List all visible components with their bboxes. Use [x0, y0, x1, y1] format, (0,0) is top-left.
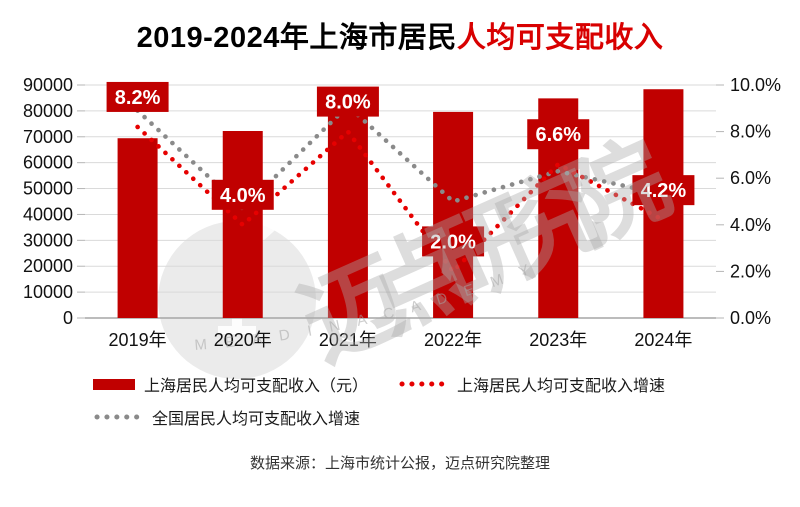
x-axis-label-2022年: 2022年 — [424, 330, 482, 350]
page-title: 2019-2024年上海市居民人均可支配收入 — [0, 14, 800, 56]
growth-callout-label-2019年: 8.2% — [115, 87, 161, 109]
x-axis-label-2019年: 2019年 — [109, 330, 167, 350]
title-red-part: 人均可支配收入 — [456, 22, 664, 54]
y-axis-left-label: 10000 — [23, 282, 73, 302]
growth-callout-box-2021年 — [316, 86, 379, 117]
x-axis-label-2024年: 2024年 — [634, 330, 692, 350]
y-axis-right-label: 4.0% — [730, 215, 771, 235]
growth-callout-box-2023年 — [527, 119, 590, 150]
growth-callout-label-2020年: 4.0% — [220, 185, 266, 207]
y-axis-right-label: 10.0% — [730, 75, 781, 95]
growth-callout-box-2020年 — [211, 179, 274, 210]
bar-2021年 — [327, 115, 368, 318]
bar-2019年 — [117, 138, 158, 318]
source-note: 数据来源：上海市统计公报，迈点研究院整理 — [249, 455, 550, 472]
legend-label-income-bar: 上海居民人均可支配收入（元） — [144, 378, 369, 395]
y-axis-left-label: 20000 — [23, 256, 73, 276]
y-axis-left-label: 0 — [63, 308, 73, 328]
growth-callout-label-2024年: 4.2% — [641, 180, 687, 202]
y-axis-left-label: 80000 — [23, 101, 73, 121]
gray-dotted-swatch — [94, 414, 143, 420]
y-axis-left-label: 90000 — [23, 75, 73, 95]
y-axis-left-label: 50000 — [23, 179, 73, 199]
y-axis-left-label: 30000 — [23, 230, 73, 250]
national-growth-line — [135, 102, 666, 212]
bar-2022年 — [433, 111, 474, 318]
growth-callout-box-2019年 — [106, 81, 169, 112]
legend-item-shanghai-growth: 上海居民人均可支配收入增速 — [398, 372, 665, 396]
title-black-part: 2019-2024年上海市居民 — [136, 22, 457, 54]
legend-row-2: 全国居民人均可支配收入增速 — [93, 405, 665, 429]
y-axis-right-label: 6.0% — [730, 168, 771, 188]
y-axis-left-label: 70000 — [23, 127, 73, 147]
legend-item-income-bar: 上海居民人均可支配收入（元） — [93, 372, 368, 396]
y-axis-left-label: 40000 — [23, 204, 73, 224]
y-axis-right-label: 2.0% — [730, 261, 771, 281]
bar-swatch — [93, 378, 135, 390]
growth-callout-box-2022年 — [422, 226, 485, 257]
x-axis-label-2021年: 2021年 — [319, 330, 377, 350]
legend-label-shanghai-growth: 上海居民人均可支配收入增速 — [457, 378, 666, 395]
legend-row-1: 上海居民人均可支配收入（元） 上海居民人均可支配收入增速 — [93, 372, 665, 396]
y-axis-left-label: 60000 — [23, 153, 73, 173]
growth-callout-label-2023年: 6.6% — [535, 124, 581, 146]
red-dotted-swatch — [399, 381, 449, 387]
growth-callout-box-2024年 — [632, 175, 695, 206]
y-axis-right-label: 0.0% — [730, 308, 771, 328]
x-axis-label-2020年: 2020年 — [214, 330, 272, 350]
shanghai-growth-line — [135, 124, 666, 275]
legend-item-national-growth: 全国居民人均可支配收入增速 — [93, 405, 360, 429]
legend: 上海居民人均可支配收入（元） 上海居民人均可支配收入增速 全国居民人均可支配收入… — [93, 372, 665, 438]
x-axis-label-2023年: 2023年 — [529, 330, 587, 350]
legend-label-national-growth: 全国居民人均可支配收入增速 — [152, 411, 361, 428]
y-axis-right-label: 8.0% — [730, 122, 771, 142]
growth-callout-label-2022年: 2.0% — [430, 231, 476, 253]
growth-callout-label-2021年: 8.0% — [325, 92, 371, 114]
